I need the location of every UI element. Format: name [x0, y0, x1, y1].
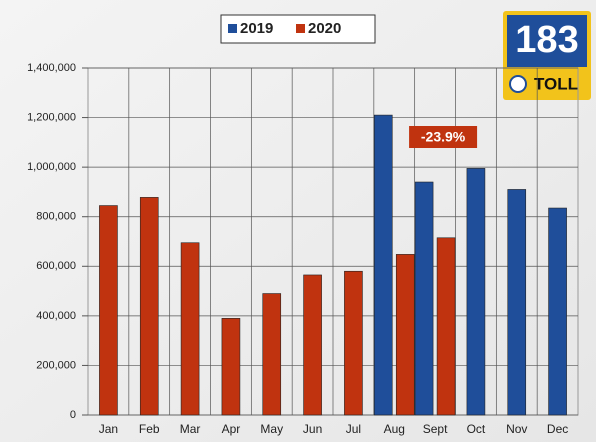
bar — [262, 293, 282, 416]
y-tick-label: 200,000 — [36, 359, 76, 371]
logo-text: TOLL — [534, 74, 578, 93]
bar — [548, 207, 567, 416]
x-tick-label: Jul — [346, 422, 361, 436]
logo-panel — [507, 15, 587, 67]
logo: 183 TOLL — [503, 11, 591, 100]
y-tick-label: 800,000 — [36, 211, 76, 223]
x-tick-label: Sept — [423, 422, 448, 436]
bar — [180, 242, 200, 416]
y-tick-label: 400,000 — [36, 310, 76, 322]
x-tick-label: Feb — [139, 422, 160, 436]
y-tick-label: 0 — [70, 409, 76, 421]
x-tick-label: Dec — [547, 422, 568, 436]
y-tick-label: 1,400,000 — [27, 62, 76, 74]
y-tick-label: 600,000 — [36, 260, 76, 272]
x-tick-label: Mar — [180, 422, 201, 436]
legend-swatch — [228, 24, 237, 33]
bar — [507, 189, 527, 416]
x-tick-label: May — [260, 422, 283, 436]
bar — [466, 168, 486, 416]
logo-number: 183 — [515, 19, 578, 61]
bar — [344, 270, 363, 416]
bar — [373, 114, 393, 416]
bar — [414, 181, 434, 416]
logo-icon — [509, 75, 527, 93]
bar — [99, 205, 118, 416]
x-tick-label: Jun — [303, 422, 322, 436]
bar — [139, 197, 159, 416]
x-tick-label: Oct — [467, 422, 486, 436]
legend-label: 2020 — [308, 20, 341, 37]
annotation-box — [409, 126, 478, 148]
bar — [303, 274, 322, 416]
legend-label: 2019 — [240, 20, 273, 37]
x-tick-label: Apr — [222, 422, 241, 436]
x-tick-label: Aug — [384, 422, 405, 436]
x-tick-label: Nov — [506, 422, 527, 436]
x-tick-label: Jan — [99, 422, 118, 436]
y-tick-label: 1,000,000 — [27, 161, 76, 173]
y-tick-label: 1,200,000 — [27, 111, 76, 123]
bar — [436, 237, 456, 416]
legend-swatch — [296, 24, 305, 33]
bar — [395, 254, 415, 416]
annotation: -23.9% — [421, 129, 466, 145]
bar — [221, 318, 241, 416]
